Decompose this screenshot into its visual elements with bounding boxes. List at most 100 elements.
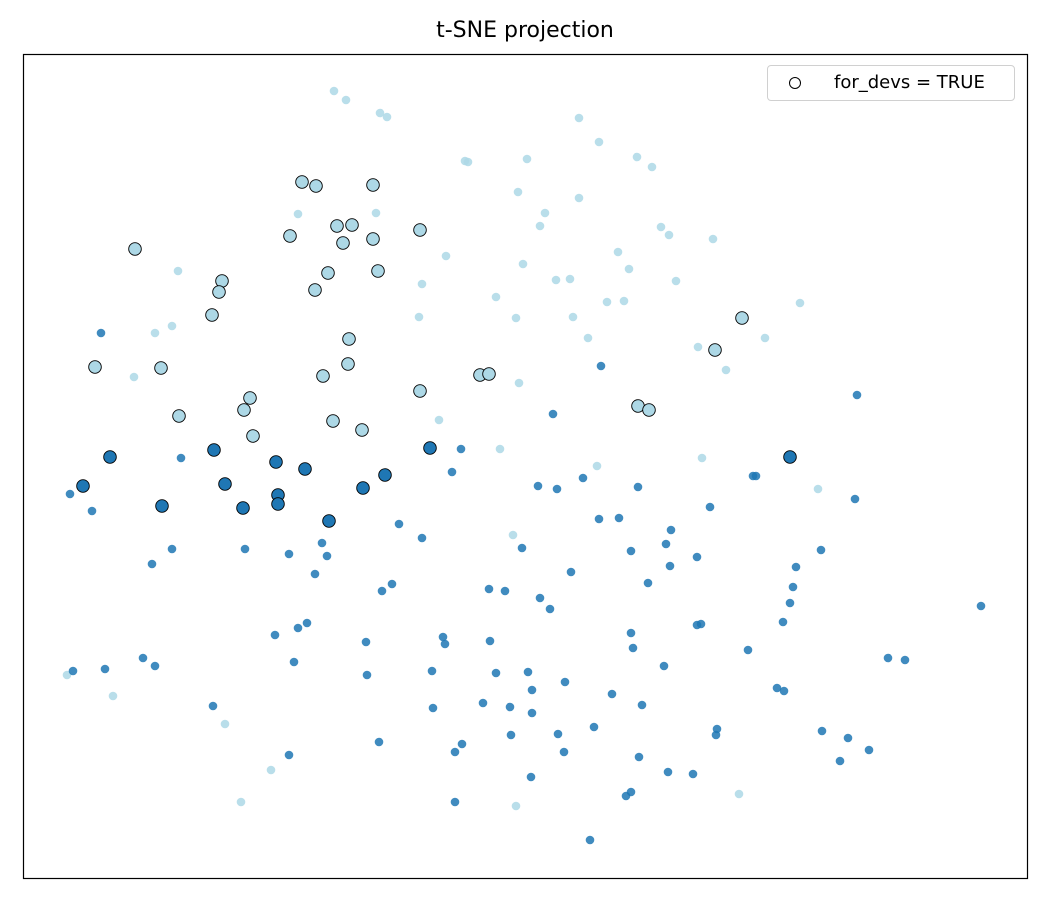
data-point-dark — [976, 601, 986, 611]
data-point-dark — [138, 653, 148, 663]
data-point-light — [463, 157, 473, 167]
data-point-light — [624, 264, 634, 274]
data-point-for-devs-light — [316, 369, 330, 383]
data-point-dark — [150, 661, 160, 671]
data-point-for-devs-light — [237, 403, 251, 417]
data-point-light — [551, 275, 561, 285]
data-point-light — [540, 208, 550, 218]
data-point-for-devs-light — [413, 384, 427, 398]
data-point-dark — [835, 756, 845, 766]
data-point-light — [417, 279, 427, 289]
data-point-dark — [500, 586, 510, 596]
data-point-dark — [374, 737, 384, 747]
data-point-for-devs-light — [642, 403, 656, 417]
data-point-dark — [417, 533, 427, 543]
data-point-dark — [778, 617, 788, 627]
data-point-light — [671, 276, 681, 286]
data-point-light — [508, 530, 518, 540]
data-point-for-devs-light — [172, 409, 186, 423]
data-point-dark — [589, 722, 599, 732]
data-point-for-devs-light — [708, 343, 722, 357]
data-point-light — [511, 801, 521, 811]
data-point-light — [167, 321, 177, 331]
data-point-light — [266, 765, 276, 775]
data-point-for-devs-light — [342, 332, 356, 346]
data-point-for-devs-light — [366, 178, 380, 192]
data-point-dark — [559, 747, 569, 757]
data-point-light — [619, 296, 629, 306]
data-point-dark — [785, 598, 795, 608]
points-layer — [62, 86, 986, 845]
data-point-dark — [779, 686, 789, 696]
data-point-dark — [596, 361, 606, 371]
data-point-light — [236, 797, 246, 807]
data-point-for-devs-dark — [783, 450, 797, 464]
legend: for_devs = TRUE — [767, 65, 1015, 101]
data-point-dark — [208, 701, 218, 711]
data-point-dark — [883, 653, 893, 663]
data-point-for-devs-dark — [298, 462, 312, 476]
data-point-light — [697, 453, 707, 463]
data-point-dark — [791, 562, 801, 572]
data-point-for-devs-light — [345, 218, 359, 232]
data-point-dark — [387, 579, 397, 589]
data-point-light — [434, 415, 444, 425]
data-point-for-devs-light — [128, 242, 142, 256]
data-point-for-devs-dark — [76, 479, 90, 493]
data-point-light — [592, 461, 602, 471]
data-point-dark — [659, 661, 669, 671]
data-point-for-devs-dark — [378, 468, 392, 482]
data-point-for-devs-dark — [423, 441, 437, 455]
data-point-light — [329, 86, 339, 96]
data-point-light — [568, 312, 578, 322]
data-point-for-devs-light — [355, 423, 369, 437]
data-point-dark — [560, 677, 570, 687]
data-point-for-devs-light — [326, 414, 340, 428]
data-point-light — [613, 247, 623, 257]
data-point-for-devs-light — [212, 285, 226, 299]
data-point-light — [708, 234, 718, 244]
data-point-for-devs-dark — [236, 501, 250, 515]
data-point-dark — [852, 390, 862, 400]
data-point-for-devs-dark — [207, 443, 221, 457]
data-point-dark — [527, 685, 537, 695]
data-point-light — [518, 259, 528, 269]
data-point-for-devs-dark — [269, 455, 283, 469]
data-point-dark — [310, 569, 320, 579]
data-point-light — [293, 209, 303, 219]
data-point-for-devs-light — [246, 429, 260, 443]
data-point-dark — [484, 584, 494, 594]
data-point-dark — [377, 586, 387, 596]
chart-title: t-SNE projection — [436, 18, 614, 43]
data-point-dark — [817, 726, 827, 736]
data-point-dark — [284, 549, 294, 559]
data-point-light — [647, 162, 657, 172]
data-point-dark — [361, 637, 371, 647]
data-point-light — [341, 95, 351, 105]
data-point-dark — [743, 645, 753, 655]
data-point-dark — [864, 745, 874, 755]
data-point-light — [574, 193, 584, 203]
data-point-dark — [394, 519, 404, 529]
data-point-light — [220, 719, 230, 729]
data-point-for-devs-light — [309, 179, 323, 193]
data-point-light — [656, 222, 666, 232]
data-point-light — [602, 297, 612, 307]
legend-marker-hollow-circle-icon — [789, 77, 801, 89]
data-point-dark — [552, 484, 562, 494]
data-point-dark — [450, 747, 460, 757]
data-point-dark — [68, 666, 78, 676]
data-point-light — [375, 108, 385, 118]
data-point-dark — [633, 482, 643, 492]
data-point-dark — [428, 703, 438, 713]
data-point-dark — [772, 683, 782, 693]
data-point-dark — [533, 481, 543, 491]
data-point-dark — [900, 655, 910, 665]
data-point-light — [150, 328, 160, 338]
data-point-dark — [270, 630, 280, 640]
data-point-dark — [322, 551, 332, 561]
data-point-for-devs-dark — [271, 497, 285, 511]
data-point-dark — [478, 698, 488, 708]
data-point-dark — [87, 506, 97, 516]
data-point-light — [491, 292, 501, 302]
